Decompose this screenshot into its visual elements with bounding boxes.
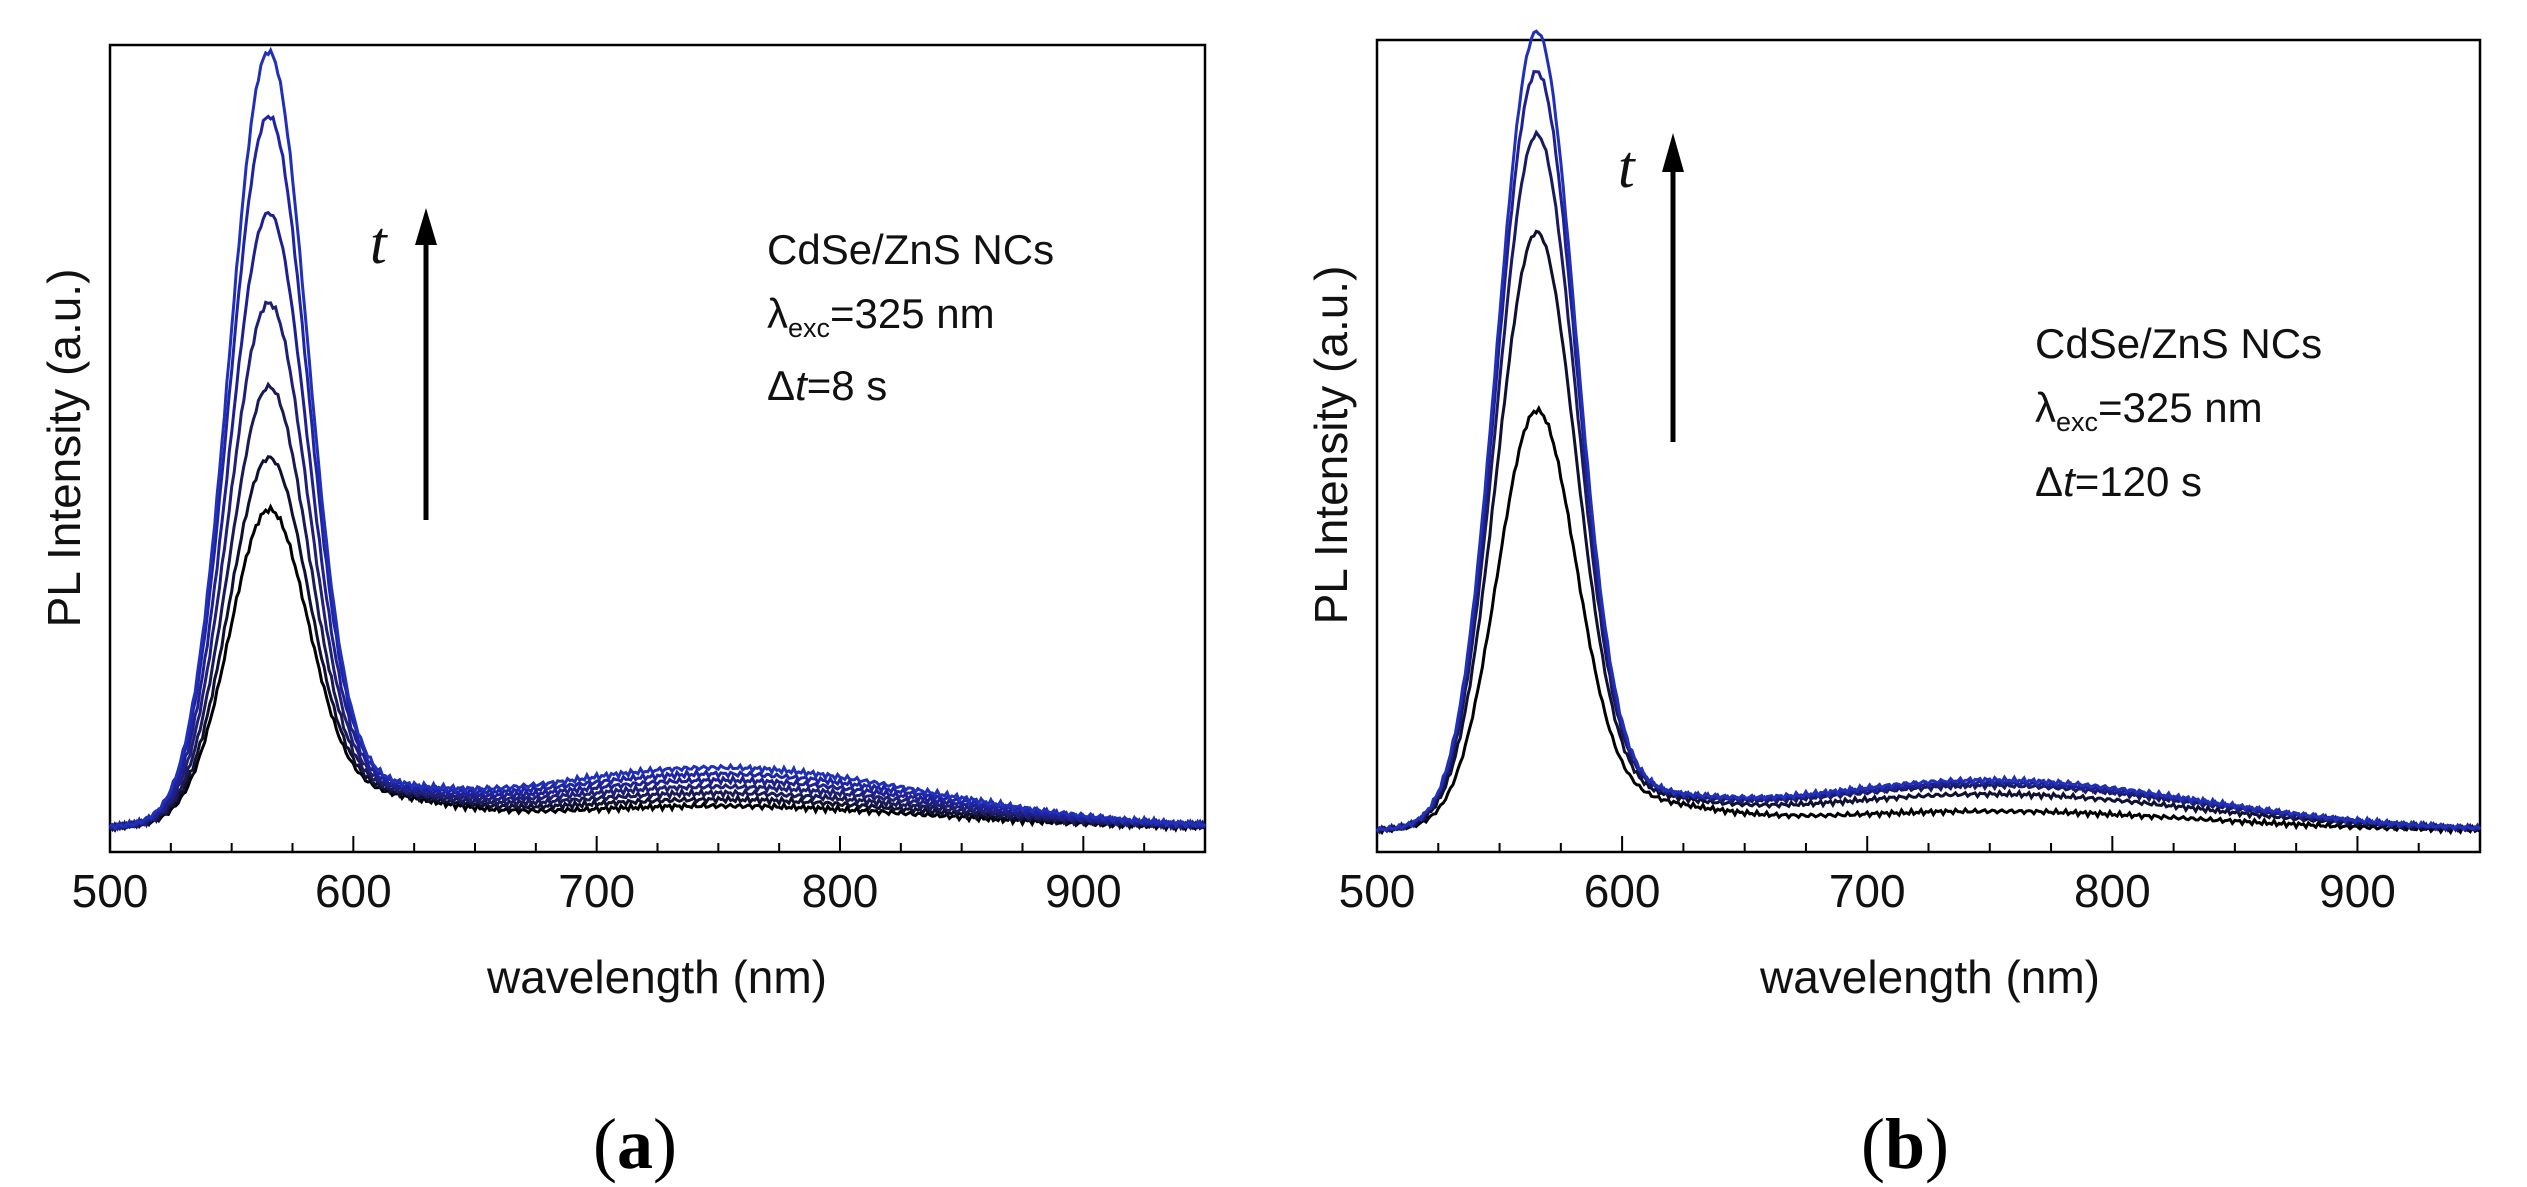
x-tick-label: 600	[1584, 865, 1661, 917]
panel-b-plot-frame	[1375, 38, 2482, 854]
series-line-t5	[1375, 29, 2482, 832]
panel-a-label-letter: a	[617, 1104, 653, 1184]
panel-b-delta-t: t	[2063, 458, 2077, 505]
panel-b-interval-label: Δt=120 s	[2035, 458, 2202, 505]
panel-b-chart: 500 600 700 800 900 wavelength (nm) PL Inten…	[1305, 29, 2482, 1184]
panel-b-x-axis-label: wavelength (nm)	[1759, 951, 2100, 1003]
panel-b-lambda-value: =325 nm	[2098, 384, 2263, 431]
panel-b-label: (b)	[1861, 1104, 1949, 1184]
panel-a-x-axis-label: wavelength (nm)	[486, 951, 827, 1003]
panel-a-excitation-label: λexc=325 nm	[767, 290, 995, 343]
panel-a-y-axis-label: PL Intensity (a.u.)	[38, 269, 90, 628]
panel-a-arrow-head	[415, 208, 437, 245]
x-tick-label: 500	[1339, 865, 1416, 917]
panel-b-y-axis-label: PL Intensity (a.u.)	[1305, 266, 1357, 625]
panel-b-material-label: CdSe/ZnS NCs	[2035, 320, 2322, 367]
panel-a-arrow-label: t	[370, 210, 388, 276]
series-line-t1	[109, 503, 1206, 833]
x-tick-label: 900	[2319, 865, 2396, 917]
series-line-t4	[108, 300, 1207, 832]
panel-a-delta-t: t	[795, 362, 809, 409]
series-line-t1	[1376, 404, 2481, 836]
panel-b-delta-symbol: Δ	[2035, 458, 2063, 505]
panel-a-interval-label: Δt=8 s	[767, 362, 887, 409]
series-line-t5	[108, 210, 1207, 829]
panel-a-x-ticks: 500 600 700 800 900	[72, 836, 1206, 917]
panel-b-delta-value: =120 s	[2075, 458, 2202, 505]
x-tick-label: 500	[72, 865, 149, 917]
panel-b-excitation-label: λexc=325 nm	[2035, 384, 2263, 437]
x-tick-label: 700	[1829, 865, 1906, 917]
x-tick-label: 800	[802, 865, 879, 917]
panel-b-label-close: )	[1925, 1104, 1949, 1184]
panel-a-curves	[108, 46, 1207, 833]
series-line-t6	[108, 114, 1206, 832]
panel-a-lambda-value: =325 nm	[830, 290, 995, 337]
panel-b-arrow-head	[1662, 133, 1684, 172]
panel-a-material-label: CdSe/ZnS NCs	[767, 226, 1054, 273]
panel-a-lambda-sub: exc	[788, 313, 830, 343]
series-line-t2	[1376, 229, 2482, 833]
x-tick-label: 700	[558, 865, 635, 917]
series-line-t2	[109, 455, 1207, 832]
panel-b-curves	[1375, 29, 2482, 836]
series-line-t4	[1375, 70, 2482, 834]
panel-b-lambda-symbol: λ	[2035, 384, 2056, 431]
series-line-t3	[108, 381, 1207, 833]
panel-a-lambda-symbol: λ	[767, 290, 788, 337]
series-line-t7	[109, 46, 1206, 832]
x-tick-label: 600	[315, 865, 392, 917]
panel-a-delta-symbol: Δ	[767, 362, 795, 409]
panel-a-delta-value: =8 s	[807, 362, 888, 409]
x-tick-label: 800	[2074, 865, 2151, 917]
panel-b-x-ticks: 500 600 700 800 900	[1339, 836, 2481, 917]
panel-b-label-open: (	[1861, 1104, 1885, 1184]
panel-a-label-close: )	[653, 1104, 677, 1184]
panel-a-label: (a)	[593, 1104, 677, 1184]
panel-b-label-letter: b	[1885, 1104, 1925, 1184]
panel-b-lambda-sub: exc	[2056, 407, 2098, 437]
panel-a-label-open: (	[593, 1104, 617, 1184]
panel-a-plot-frame	[108, 43, 1207, 854]
panel-a-chart: 500 600 700 800 900 wavelength (nm) PL Inten…	[38, 43, 1207, 1184]
panel-b-arrow-label: t	[1618, 134, 1636, 200]
x-tick-label: 900	[1045, 865, 1122, 917]
